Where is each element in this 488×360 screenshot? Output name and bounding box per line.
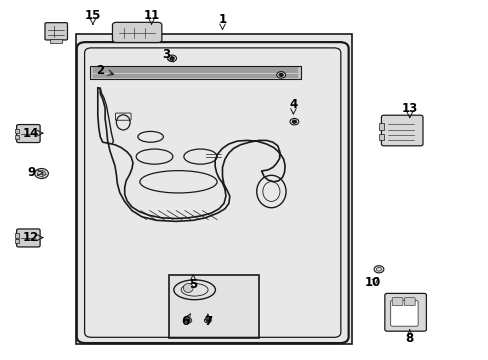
Bar [168,275,259,338]
Bar [15,135,19,139]
Text: 15: 15 [84,9,101,22]
Text: 12: 12 [23,231,40,244]
Text: 8: 8 [405,332,413,345]
Circle shape [167,55,176,62]
Circle shape [276,72,285,78]
Circle shape [170,57,174,60]
Circle shape [373,266,383,273]
Bar [76,34,351,344]
Bar [15,233,19,238]
Text: 2: 2 [96,64,104,77]
Text: 14: 14 [23,127,40,140]
Text: 11: 11 [143,9,160,22]
Circle shape [279,73,283,76]
Bar [90,66,300,79]
Circle shape [184,318,191,323]
Circle shape [186,319,189,321]
Text: 6: 6 [182,315,189,328]
Text: 4: 4 [289,98,297,111]
FancyBboxPatch shape [390,301,417,326]
Bar [378,123,383,130]
FancyBboxPatch shape [384,293,426,331]
FancyBboxPatch shape [404,298,414,306]
Bar [15,129,19,133]
Circle shape [292,120,296,123]
Bar [50,39,62,43]
Text: 13: 13 [401,102,417,114]
FancyBboxPatch shape [45,23,67,40]
Text: 9: 9 [27,166,35,179]
Circle shape [206,319,209,321]
Text: 7: 7 [203,315,211,328]
FancyBboxPatch shape [112,22,162,42]
Text: 10: 10 [364,276,380,289]
Text: 1: 1 [218,13,226,26]
FancyBboxPatch shape [381,115,422,146]
Text: 5: 5 [189,278,197,291]
Circle shape [289,118,298,125]
FancyBboxPatch shape [17,125,40,143]
Ellipse shape [183,284,193,292]
Bar [378,134,383,140]
FancyBboxPatch shape [17,229,40,247]
Circle shape [204,318,211,323]
Text: 3: 3 [162,48,170,60]
Circle shape [35,168,48,179]
Bar [15,239,19,243]
FancyBboxPatch shape [391,298,402,306]
